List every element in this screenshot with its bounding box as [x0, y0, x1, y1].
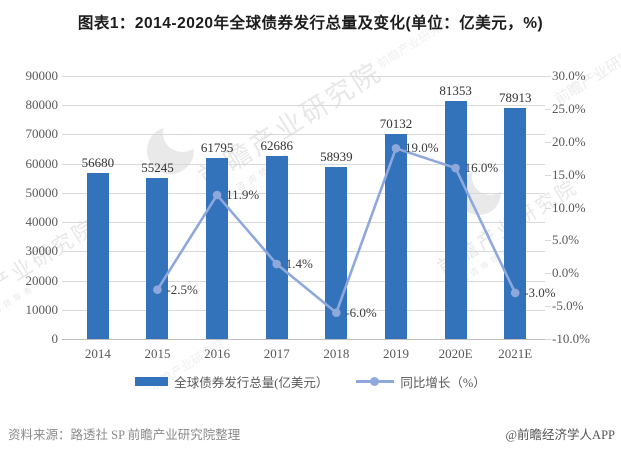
gridline — [62, 134, 545, 136]
right-axis-tick — [545, 174, 551, 176]
line-value-label: -6.0% — [345, 304, 377, 320]
line-point — [212, 190, 222, 200]
x-axis-label: 2019 — [382, 346, 409, 361]
left-axis-tick-label: 50000 — [25, 184, 59, 200]
x-axis-label: 2016 — [204, 346, 231, 361]
legend-item-line: 同比增长（%） — [356, 372, 486, 391]
line-value-label: -3.0% — [524, 284, 556, 300]
right-axis-tick — [545, 141, 551, 143]
gridline — [62, 192, 545, 194]
bar-value-label: 78913 — [498, 90, 532, 106]
right-axis-tick — [545, 273, 551, 275]
bar-value-label: 62686 — [260, 137, 293, 153]
legend-label: 同比增长（%） — [400, 376, 486, 390]
left-axis-tick-label: 10000 — [25, 301, 59, 317]
x-axis-label: 2020E — [438, 346, 473, 361]
bar-value-label: 61795 — [200, 140, 234, 156]
right-axis-tick — [545, 207, 551, 209]
right-axis-tick-label: 15.0% — [552, 166, 586, 182]
line-point — [153, 285, 162, 294]
x-axis-label: 2021E — [498, 346, 533, 361]
left-axis-tick-label: 30000 — [25, 243, 59, 259]
bar — [265, 155, 288, 339]
line-point — [391, 144, 401, 153]
line-value-label: 1.4% — [285, 256, 313, 272]
right-axis-tick — [545, 306, 551, 308]
bar-swatch-icon — [135, 377, 169, 386]
legend-label: 全球债券发行总量(亿美元） — [174, 376, 329, 390]
gridline — [62, 251, 545, 253]
left-axis-tick-label: 70000 — [25, 126, 59, 142]
left-axis-tick-label: 60000 — [25, 155, 59, 171]
right-axis-tick-label: 10.0% — [552, 199, 586, 215]
left-axis-tick-label: 90000 — [25, 68, 59, 83]
bar — [86, 173, 109, 339]
growth-line — [156, 146, 517, 315]
gridline — [62, 339, 545, 340]
bar-value-label: 56680 — [81, 155, 115, 171]
bar-value-label: 55245 — [141, 159, 174, 175]
bar — [146, 177, 169, 339]
gridline — [62, 105, 545, 107]
bar — [444, 101, 467, 339]
bar — [384, 134, 407, 339]
line-point — [332, 308, 341, 317]
right-axis-tick-label: 0.0% — [552, 265, 580, 281]
left-axis-tick-label: 0 — [51, 331, 59, 346]
plot-area: 2014 2015 2016 2017 2018 2019 2020E 2021E 56680 5… — [62, 76, 556, 361]
right-axis-tick — [545, 108, 551, 110]
right-axis-tick-label: -10.0% — [552, 331, 590, 346]
gridline — [62, 280, 545, 282]
line-value-label: -2.5% — [166, 281, 198, 297]
left-axis-tick-label: 40000 — [25, 214, 59, 230]
line-value-label: 19.0% — [404, 140, 439, 156]
gridline — [62, 222, 545, 224]
right-axis-tick-label: 30.0% — [552, 68, 586, 83]
legend: 全球债券发行总量(亿美元） 同比增长（%） — [0, 372, 621, 391]
bar-value-label: 70132 — [379, 116, 413, 132]
line-point — [272, 259, 281, 269]
x-axis-label: 2017 — [263, 346, 290, 361]
line-point — [510, 288, 520, 298]
line-swatch-icon — [356, 377, 395, 386]
x-axis-label: 2015 — [144, 346, 171, 361]
line-point — [451, 163, 460, 173]
right-axis-tick — [545, 76, 551, 77]
gridline — [62, 309, 545, 311]
line-value-label: 11.9% — [226, 187, 260, 202]
bar-value-label: 58939 — [320, 148, 353, 164]
x-axis-label: 2014 — [84, 346, 111, 361]
gridline — [62, 76, 545, 77]
bar-value-label: 81353 — [439, 83, 472, 99]
source-note: 资料来源：路透社 SP 前瞻产业研究院整理 — [8, 428, 241, 442]
right-axis-tick — [545, 339, 551, 340]
right-axis-tick-label: 5.0% — [552, 232, 580, 248]
left-axis-tick-label: 20000 — [25, 272, 59, 288]
chart-title: 图表1：2014-2020年全球债券发行总量及变化(单位：亿美元，%) — [77, 15, 544, 32]
right-axis-tick-label: -5.0% — [552, 298, 584, 314]
line-value-label: 16.0% — [464, 160, 499, 176]
right-axis-tick — [545, 240, 551, 242]
gridline — [62, 163, 545, 165]
right-axis-tick-label: 25.0% — [552, 100, 586, 116]
brand-note: @前瞻经济学人APP — [505, 428, 615, 442]
right-axis-tick-label: 20.0% — [552, 133, 586, 149]
x-axis-label: 2018 — [323, 346, 350, 361]
left-axis-tick-label: 80000 — [25, 97, 59, 113]
line-series — [153, 144, 520, 317]
legend-item-bars: 全球债券发行总量(亿美元） — [135, 372, 328, 391]
